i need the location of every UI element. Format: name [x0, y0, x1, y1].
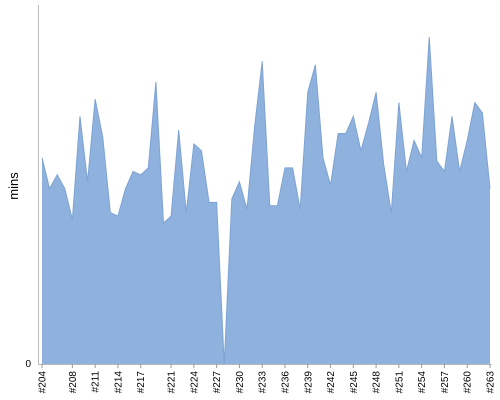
x-tick-label: #245: [349, 371, 360, 394]
x-tick-label: #204: [38, 371, 49, 394]
x-axis-tick-labels: #204 #208 #211 #214 #217 #221 #224 #227 #230 #233…: [38, 371, 497, 394]
x-tick-label: #214: [113, 371, 124, 394]
x-tick-label: #208: [68, 371, 79, 394]
x-tick-label: #236: [280, 371, 291, 394]
x-tick-label: #257: [440, 371, 451, 394]
x-tick-label: #227: [212, 371, 223, 394]
x-tick-label: #211: [91, 371, 102, 393]
x-tick-label: #239: [303, 371, 314, 394]
x-tick-label: #254: [417, 371, 428, 394]
x-tick-label: #251: [394, 371, 405, 394]
y-axis-label: mins: [6, 172, 21, 200]
x-tick-label: #260: [463, 371, 474, 394]
x-tick-label: #217: [136, 371, 147, 394]
x-tick-label: #248: [372, 371, 383, 394]
plot-area: [41, 37, 491, 365]
x-tick-label: #233: [258, 371, 269, 394]
series-line: [41, 37, 491, 365]
x-tick-label: #230: [235, 371, 246, 394]
series-area: [42, 37, 490, 364]
y-tick-label: 0: [25, 359, 31, 370]
x-tick-label: #221: [167, 371, 178, 394]
x-tick-label: #242: [326, 371, 337, 394]
x-axis-ticks: [41, 364, 491, 368]
x-tick-label: #263: [486, 371, 497, 394]
x-tick-label: #224: [189, 371, 200, 394]
